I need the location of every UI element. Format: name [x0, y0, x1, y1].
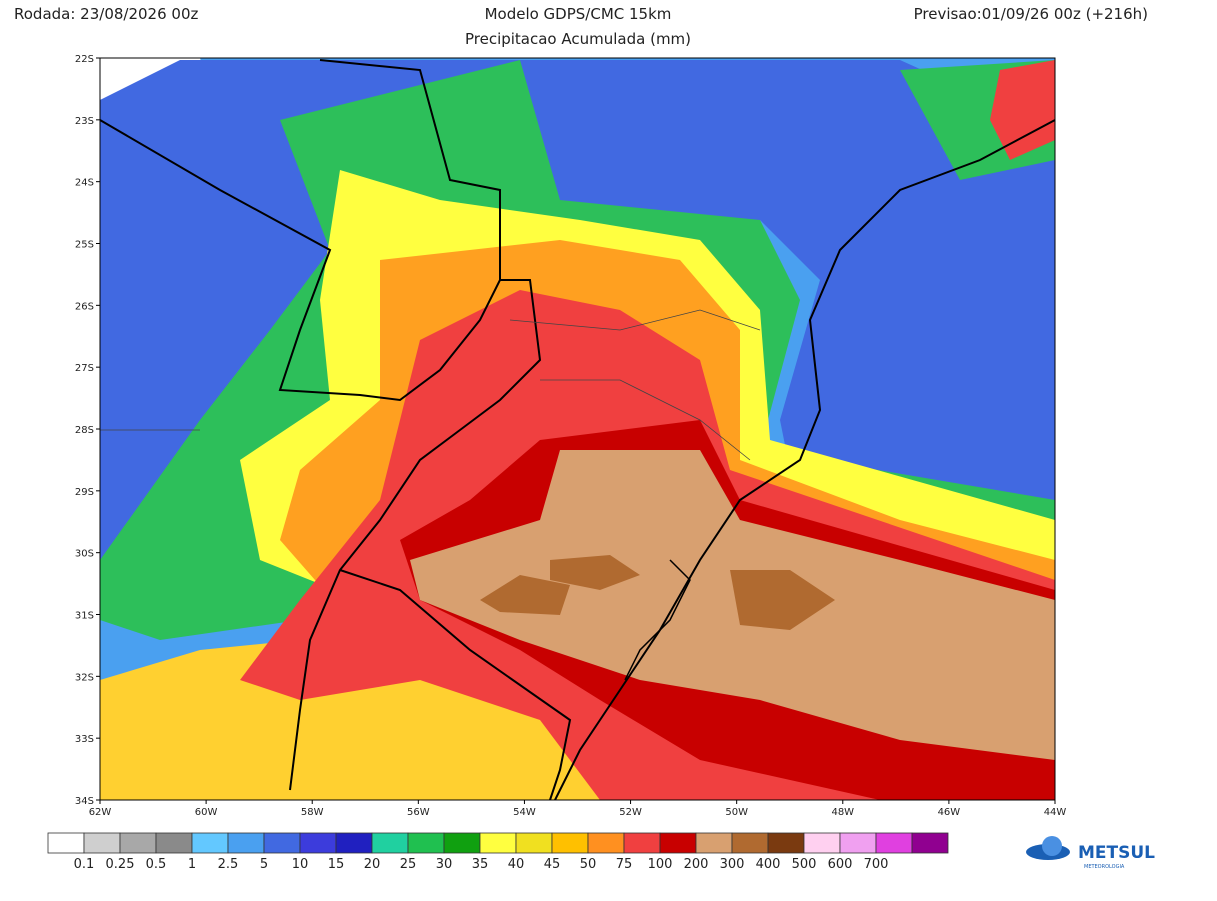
legend-label: 75 — [616, 857, 633, 872]
borders — [99, 59, 1056, 801]
legend-swatch — [803, 832, 841, 854]
lat-label: 30S — [75, 549, 94, 560]
legend-swatch — [695, 832, 733, 854]
legend-swatch — [443, 832, 481, 854]
legend-label: 600 — [828, 857, 853, 872]
legend-label: 100 — [648, 857, 673, 872]
legend-swatch — [227, 832, 265, 854]
legend-label: 700 — [864, 857, 889, 872]
legend-swatch — [479, 832, 517, 854]
lat-label: 29S — [75, 487, 94, 498]
legend-label: 0.5 — [146, 857, 167, 872]
lon-label: 46W — [938, 807, 961, 818]
lon-label: 56W — [407, 807, 430, 818]
logo-name: METSUL — [1078, 843, 1155, 863]
legend-swatch — [659, 832, 697, 854]
logo: METSUL METEOROLOGIA — [1026, 836, 1155, 870]
legend-swatch — [407, 832, 445, 854]
lat-label: 27S — [75, 363, 94, 374]
legend-label: 400 — [756, 857, 781, 872]
legend-label: 2.5 — [218, 857, 239, 872]
legend-label: 15 — [328, 857, 345, 872]
lat-label: 34S — [75, 796, 94, 807]
lat-label: 28S — [75, 425, 94, 436]
lat-label: 25S — [75, 240, 94, 251]
legend-swatch — [335, 832, 373, 854]
legend-label: 1 — [188, 857, 196, 872]
legend-swatch — [839, 832, 877, 854]
lat-label: 24S — [75, 178, 94, 189]
legend-label: 50 — [580, 857, 597, 872]
lon-label: 52W — [619, 807, 642, 818]
lat-label: 26S — [75, 301, 94, 312]
legend-label: 0.1 — [74, 857, 95, 872]
legend-label: 200 — [684, 857, 709, 872]
legend-label: 25 — [400, 857, 417, 872]
legend-swatch — [623, 832, 661, 854]
legend-label: 20 — [364, 857, 381, 872]
lon-label: 60W — [195, 807, 218, 818]
legend-swatch — [551, 832, 589, 854]
legend-label: 5 — [260, 857, 268, 872]
legend-swatch — [767, 832, 805, 854]
legend-label: 500 — [792, 857, 817, 872]
lon-label: 58W — [301, 807, 324, 818]
legend-swatch — [371, 832, 409, 854]
lat-label: 32S — [75, 672, 94, 683]
forecast-label: Previsao:01/09/26 00z (+216h) — [914, 5, 1148, 23]
legend-swatch — [515, 832, 553, 854]
legend-swatch — [911, 832, 949, 854]
lat-label: 33S — [75, 734, 94, 745]
lat-label: 22S — [75, 54, 94, 65]
legend-label: 30 — [436, 857, 453, 872]
run-label: Rodada: 23/08/2026 00z — [14, 5, 198, 23]
legend-swatch — [155, 832, 193, 854]
lon-label: 48W — [831, 807, 854, 818]
legend-label: 300 — [720, 857, 745, 872]
lon-label: 54W — [513, 807, 536, 818]
legend-swatch — [47, 832, 85, 854]
logo-tagline: METEOROLOGIA — [1084, 864, 1125, 870]
legend-label: 45 — [544, 857, 561, 872]
precip-field — [100, 58, 1055, 800]
legend-label: 40 — [508, 857, 525, 872]
legend-label: 35 — [472, 857, 489, 872]
legend-label: 0.25 — [106, 857, 135, 872]
legend-swatch — [875, 832, 913, 854]
legend-label: 10 — [292, 857, 309, 872]
legend-swatch — [263, 832, 301, 854]
model-label: Modelo GDPS/CMC 15km — [485, 5, 672, 23]
lat-label: 23S — [75, 116, 94, 127]
legend-swatch — [83, 832, 121, 854]
lat-label: 31S — [75, 611, 94, 622]
lon-label: 50W — [725, 807, 748, 818]
legend-swatch — [731, 832, 769, 854]
legend-swatch — [587, 832, 625, 854]
legend-swatch — [119, 832, 157, 854]
legend-swatch — [191, 832, 229, 854]
lon-label: 44W — [1044, 807, 1067, 818]
product-label: Precipitacao Acumulada (mm) — [465, 30, 691, 48]
legend-swatch — [299, 832, 337, 854]
state-lines — [100, 309, 761, 461]
lon-label: 62W — [89, 807, 112, 818]
